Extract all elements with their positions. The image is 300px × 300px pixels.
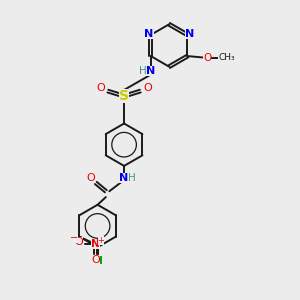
Text: N: N	[184, 29, 194, 39]
Text: +: +	[98, 236, 104, 245]
Text: O: O	[87, 173, 95, 183]
Text: O: O	[74, 237, 83, 247]
Text: S: S	[119, 89, 129, 103]
Text: O: O	[91, 255, 100, 265]
Text: N: N	[91, 238, 100, 249]
Text: N: N	[119, 173, 129, 183]
Text: H: H	[139, 66, 146, 76]
Text: −: −	[70, 233, 78, 243]
Text: Cl: Cl	[92, 256, 103, 266]
Text: O: O	[143, 83, 152, 93]
Text: CH₃: CH₃	[218, 53, 235, 62]
Text: H: H	[128, 173, 136, 183]
Text: O: O	[203, 52, 212, 62]
Text: N: N	[146, 66, 155, 76]
Text: N: N	[144, 29, 154, 39]
Text: O: O	[97, 83, 105, 93]
